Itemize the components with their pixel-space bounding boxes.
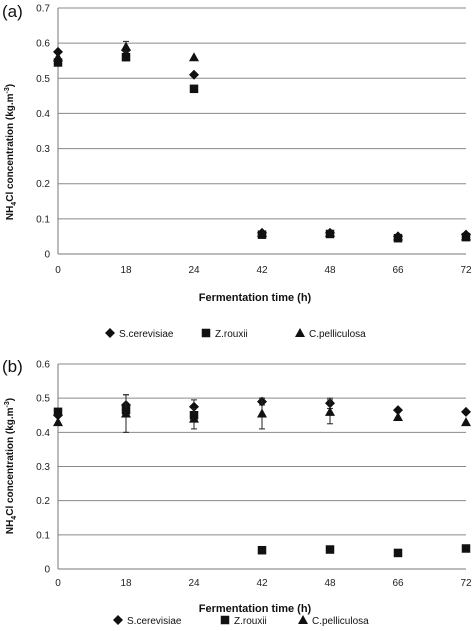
panel-b-point-triangle xyxy=(325,406,335,416)
panel-a-ylabel: NH4Cl concentration (kg.m-3) xyxy=(4,84,18,220)
panel-b-legend-marker-triangle xyxy=(298,615,308,624)
panel-a-point-triangle xyxy=(53,52,63,62)
panel-a-legend-marker-triangle xyxy=(295,328,305,337)
panel-a-ylabel-rest: Cl concentration (kg.m xyxy=(5,93,16,201)
panel-a-legend-marker-diamond xyxy=(105,328,115,338)
panel-b-ytick-label: 0.6 xyxy=(36,360,50,371)
panel-b-point-triangle xyxy=(461,417,471,427)
panel-b-ytick-label: 0.5 xyxy=(36,394,50,405)
panel-a-xlabel: Fermentation time (h) xyxy=(199,292,312,304)
panel-b-xtick-label: 48 xyxy=(324,578,336,589)
panel-a-xtick-label: 72 xyxy=(460,265,472,276)
panel-a-ylabel-sub: 4 xyxy=(11,202,18,206)
panel-a-xtick-label: 24 xyxy=(188,265,200,276)
panel-a-point-triangle xyxy=(325,227,335,237)
panel-a-ylabel-sup: -3 xyxy=(4,87,11,93)
panel-b-point-diamond xyxy=(393,405,403,416)
panel-b-point-square xyxy=(257,545,267,555)
panel-a-ytick-label: 0.2 xyxy=(36,179,50,190)
panel-a-point-triangle xyxy=(393,231,403,241)
panel-a-xtick-label: 42 xyxy=(256,265,268,276)
panel-a-point-diamond xyxy=(189,69,199,80)
panel-a-point-square xyxy=(53,58,63,67)
panel-b-point-square xyxy=(53,407,63,417)
panel-a-ytick-label: 0.7 xyxy=(36,4,50,15)
panel-a-legend-label: S.cerevisiae xyxy=(119,329,174,340)
panel-a-point-triangle xyxy=(461,231,471,241)
panel-b-ytick-label: 0.2 xyxy=(36,496,50,507)
panel-b-ytick-label: 0.4 xyxy=(36,428,50,439)
panel-a-xtick-label: 48 xyxy=(324,265,336,276)
panel-a-xtick-label: 18 xyxy=(120,265,132,276)
panel-a-ytick-label: 0.4 xyxy=(36,109,50,120)
panel-b-xtick-label: 42 xyxy=(256,578,268,589)
panel-b-point-square xyxy=(461,544,471,553)
panel-b-label: (b) xyxy=(2,357,23,376)
panel-a-legend-marker-square xyxy=(201,328,211,338)
panel-a-xtick-label: 66 xyxy=(392,265,404,276)
panel-b-point-triangle xyxy=(393,411,403,421)
panel-a-legend-label: Z.rouxii xyxy=(215,329,248,340)
panel-b-ytick-label: 0.3 xyxy=(36,462,50,473)
panel-b-point-triangle xyxy=(257,408,267,418)
panel-a-ytick-label: 0.3 xyxy=(36,144,50,155)
panel-a-ytick-label: 0.1 xyxy=(36,214,50,225)
panel-b-ytick-label: 0.1 xyxy=(36,530,50,541)
panel-a-point-triangle xyxy=(257,227,267,237)
panel-a-point-square xyxy=(189,84,199,94)
svg-text:NH4Cl concentration (kg.m-3): NH4Cl concentration (kg.m-3) xyxy=(4,398,18,534)
svg-text:NH4Cl concentration (kg.m-3): NH4Cl concentration (kg.m-3) xyxy=(4,84,18,220)
panel-b-ytick-label: 0 xyxy=(44,565,50,576)
panel-a-point-triangle xyxy=(121,41,131,51)
panel-a-ylabel-end: ) xyxy=(5,84,16,87)
panel-b-xtick-label: 0 xyxy=(55,578,61,589)
panel-b-point-triangle xyxy=(53,417,63,427)
panel-a-ytick-label: 0 xyxy=(44,250,50,261)
panel-b-point-square xyxy=(325,545,335,554)
panel-a-xtick-label: 0 xyxy=(55,265,61,276)
panel-a-ytick-label: 0.5 xyxy=(36,74,50,85)
panel-b-point-diamond xyxy=(189,401,199,412)
panel-a-point-diamond xyxy=(53,46,63,57)
panel-a-point-triangle xyxy=(189,52,199,62)
panel-b-xtick-label: 24 xyxy=(188,578,200,589)
panel-b-legend-marker-square xyxy=(220,615,230,625)
panel-a-ylabel-main: NH xyxy=(5,206,16,220)
panel-b-point-square xyxy=(393,548,403,558)
panel-b-ylabel-sub: 4 xyxy=(11,516,18,520)
panel-b-ylabel-main: NH xyxy=(5,520,16,534)
panel-b-xtick-label: 66 xyxy=(392,578,404,589)
panel-b-legend-marker-diamond xyxy=(113,615,123,625)
panel-a-ytick-label: 0.6 xyxy=(36,39,50,50)
panel-a-label: (a) xyxy=(2,2,23,21)
panel-b-xtick-label: 18 xyxy=(120,578,132,589)
panel-a-legend-label: C.pelliculosa xyxy=(309,329,366,340)
panel-b-xtick-label: 72 xyxy=(460,578,472,589)
panel-b-ylabel-end: ) xyxy=(5,398,16,401)
panel-b-point-triangle xyxy=(189,413,199,423)
panel-b-legend-label: S.cerevisiae xyxy=(127,616,182,627)
panel-b-ylabel-sup: -3 xyxy=(4,401,11,407)
panel-a-point-square xyxy=(121,52,131,62)
panel-b-ylabel-rest: Cl concentration (kg.m xyxy=(5,407,16,515)
panel-b-ylabel: NH4Cl concentration (kg.m-3) xyxy=(4,398,18,534)
panel-b-point-diamond xyxy=(461,406,471,417)
panel-b-legend-label: Z.rouxii xyxy=(234,616,267,627)
panel-b-legend-label: C.pelliculosa xyxy=(312,616,369,627)
panel-b-xlabel: Fermentation time (h) xyxy=(199,603,312,615)
panel-b-point-triangle xyxy=(121,408,131,418)
